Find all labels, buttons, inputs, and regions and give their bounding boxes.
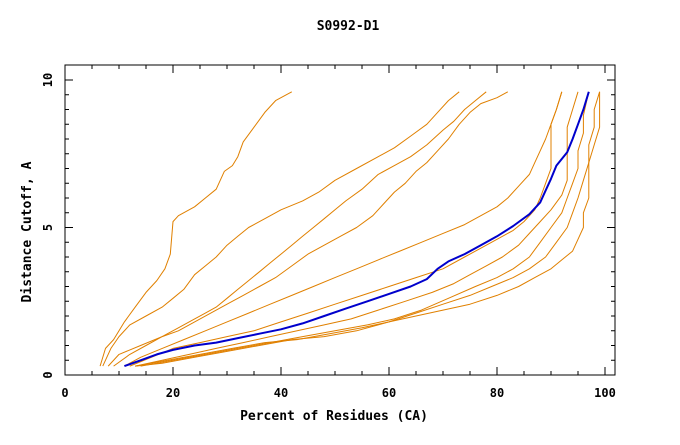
series-line-4 [124, 91, 563, 367]
x-axis-label: Percent of Residues (CA) [240, 409, 428, 424]
plot-area-frame [64, 64, 616, 376]
y-tick-label: 5 [41, 224, 55, 231]
chart-title: S0992-D1 [317, 19, 380, 34]
series-line-2 [107, 91, 487, 367]
y-tick-label: 0 [41, 371, 55, 378]
y-axis-label: Distance Cutoff, A [20, 161, 35, 302]
series-line-1 [102, 91, 460, 367]
x-tick-label: 60 [382, 386, 396, 400]
series-lines [99, 91, 601, 368]
x-tick-label: 80 [490, 386, 504, 400]
series-line-6 [135, 91, 579, 367]
series-line-0 [99, 91, 293, 367]
highlighted-series-line [124, 91, 590, 368]
x-tick-label: 40 [274, 386, 288, 400]
series-line-9 [135, 91, 601, 367]
y-tick-label: 10 [41, 73, 55, 87]
x-tick-label: 20 [166, 386, 180, 400]
x-tick-label: 100 [594, 386, 616, 400]
series-line-3 [113, 91, 509, 367]
x-tick-label: 0 [61, 386, 68, 400]
series-line-5 [129, 91, 563, 367]
series-line-8 [135, 91, 601, 367]
axis-ticks: 0 20 40 60 80 100 0 5 10 [41, 65, 616, 400]
series-line-7 [140, 91, 590, 367]
